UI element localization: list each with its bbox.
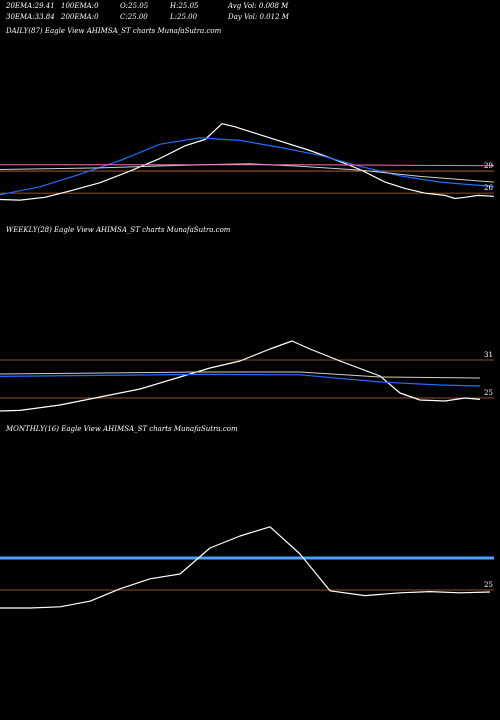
open-item: O:25.05 — [120, 2, 149, 10]
low-item: L:25.00 — [170, 13, 198, 21]
daily-panel-title: DAILY(87) Eagle View AHIMSA_ST charts Mu… — [6, 27, 222, 35]
monthly-panel-title: MONTHLY(16) Eagle View AHIMSA_ST charts … — [6, 425, 238, 433]
daily-chart: 29 26 — [0, 123, 495, 201]
avg-vol-item: Avg Vol: 0.008 M — [228, 2, 289, 10]
daily-right-label-0: 29 — [484, 162, 493, 170]
close-item: C:25.00 — [120, 13, 148, 21]
daily-ema_pink-line — [0, 164, 495, 167]
weekly-price-line — [0, 340, 481, 412]
monthly-chart: 25 — [0, 526, 494, 609]
ema100-item: 100EMA:0 — [61, 2, 99, 10]
daily-ema_light-line — [0, 163, 495, 183]
day-vol-item: Day Vol: 0.012 M — [228, 13, 289, 21]
weekly-right-label-1: 25 — [484, 389, 493, 397]
ema200-item: 200EMA:0 — [61, 13, 99, 21]
ema20-item: 20EMA:29.41 — [6, 2, 55, 10]
weekly-ema_blue-line — [0, 373, 481, 387]
daily-right-label-1: 26 — [484, 184, 493, 192]
weekly-chart: 31 25 — [0, 340, 494, 412]
daily-ema_blue-line — [0, 137, 495, 196]
monthly-right-label-0: 25 — [484, 581, 493, 589]
monthly-price-line — [0, 526, 491, 609]
weekly-ema_light-line — [0, 371, 481, 379]
weekly-panel-title: WEEKLY(28) Eagle View AHIMSA_ST charts M… — [6, 226, 231, 234]
weekly-right-label-0: 31 — [484, 351, 493, 359]
ema30-item: 30EMA:33.84 — [6, 13, 55, 21]
high-item: H:25.05 — [170, 2, 199, 10]
daily-price-line — [0, 123, 495, 201]
